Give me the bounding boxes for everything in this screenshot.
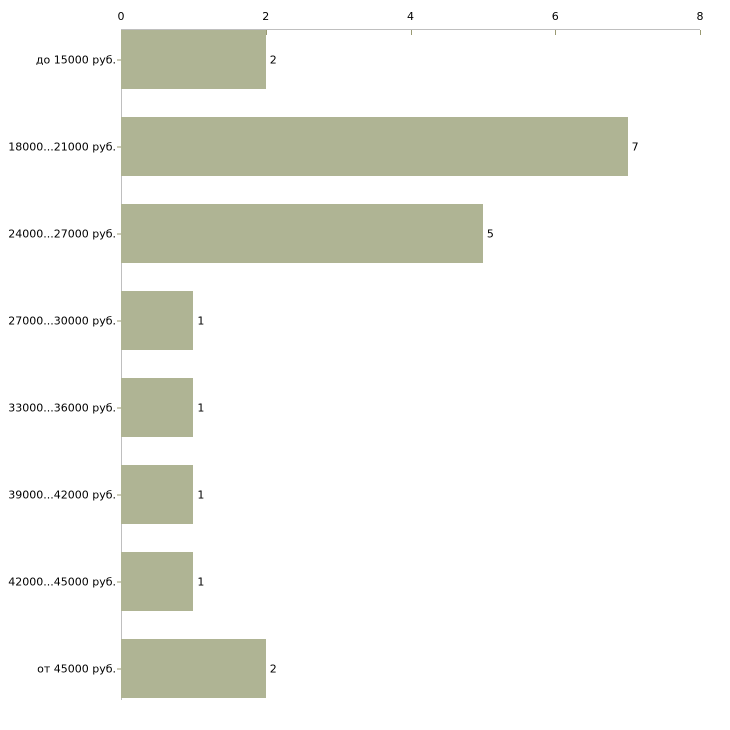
x-axis-tick-label: 8 [696,10,704,23]
category-label: 24000...27000 руб. [8,227,116,240]
bar-row: 7 [0,117,730,176]
bar-value-label: 2 [269,662,277,675]
category-tick-mark [117,581,121,582]
bar-row: 2 [0,639,730,698]
x-axis-tick-label: 4 [407,10,414,23]
bar [121,30,266,89]
category-tick-mark [117,407,121,408]
category-label: от 45000 руб. [37,662,116,675]
category-label: 33000...36000 руб. [8,401,116,414]
y-axis-line [121,29,122,700]
x-axis-tick-mark [265,30,267,35]
category-tick-mark [117,668,121,669]
category-label: 39000...42000 руб. [8,488,116,501]
category-tick-mark [117,320,121,321]
x-axis-tick-mark [700,30,701,35]
category-tick-mark [117,59,121,60]
category-tick-mark [117,146,121,147]
bar-row: 2 [0,30,730,89]
x-axis-tick-label: 2 [262,10,270,23]
category-label: 18000...21000 руб. [8,140,116,153]
category-label: до 15000 руб. [35,53,116,66]
category-tick-mark [117,494,121,495]
bar-value-label: 1 [197,488,205,501]
bar-value-label: 7 [631,140,639,153]
bar [121,117,628,176]
bar-value-label: 2 [269,53,277,66]
bar [121,465,194,524]
x-axis-tick-label: 6 [551,10,559,23]
bar-value-label: 1 [197,575,205,588]
x-axis-tick-mark [410,30,412,35]
category-tick-mark [117,233,121,234]
bar-row: 1 [0,552,730,611]
bar [121,378,194,437]
bar [121,291,194,350]
bar [121,552,194,611]
x-axis-line [121,29,700,30]
x-axis-tick-mark [555,30,557,35]
category-label: 42000...45000 руб. [8,575,116,588]
bar-value-label: 1 [197,401,205,414]
bar-row: 5 [0,204,730,263]
bar-row: 1 [0,378,730,437]
bar-row: 1 [0,291,730,350]
x-axis-tick-label: 0 [117,10,125,23]
category-label: 27000...30000 руб. [8,314,116,327]
bar-row: 1 [0,465,730,524]
bar-value-label: 5 [486,227,494,240]
bar [121,639,266,698]
bar-value-label: 1 [197,314,205,327]
bar [121,204,483,263]
